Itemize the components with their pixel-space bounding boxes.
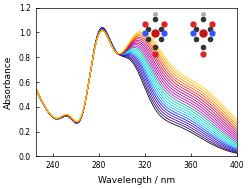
Y-axis label: Absorbance: Absorbance	[4, 55, 13, 109]
X-axis label: Wavelength / nm: Wavelength / nm	[97, 176, 175, 185]
